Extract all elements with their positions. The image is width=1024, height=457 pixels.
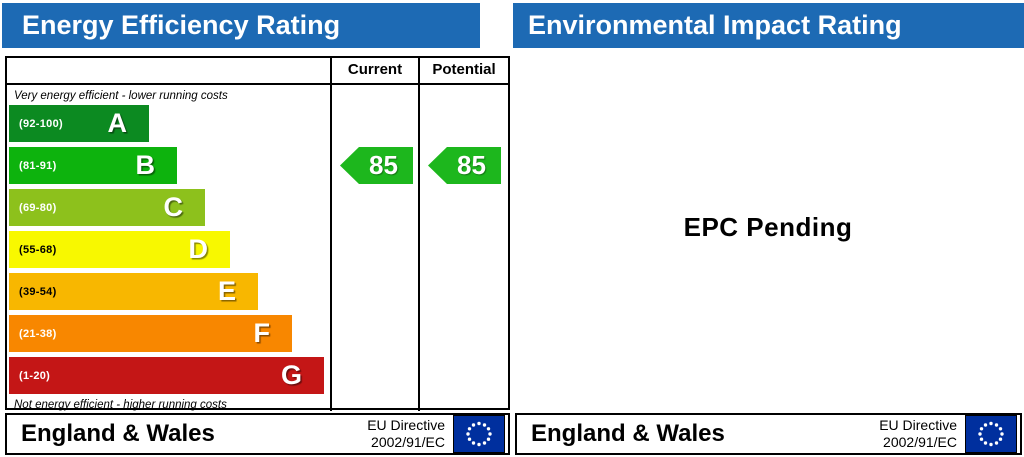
top-note: Very energy efficient - lower running co… xyxy=(14,90,228,102)
band-row-C: (69-80) C xyxy=(9,189,205,226)
band-row-E: (39-54) E xyxy=(9,273,258,310)
region-label: England & Wales xyxy=(21,420,215,447)
bands-header-cell xyxy=(7,58,330,83)
band-range: (1-20) xyxy=(19,369,51,382)
band-row-G: (1-20) G xyxy=(9,357,324,394)
eu-flag-icon xyxy=(453,415,505,453)
band-letter: C xyxy=(163,192,184,222)
current-column-header: Current xyxy=(330,58,418,83)
current-rating-value: 85 xyxy=(369,150,398,180)
band-range: (55-68) xyxy=(19,243,57,256)
footer-left: England & Wales EU Directive 2002/91/EC xyxy=(5,413,510,455)
eu-directive-line2: 2002/91/EC xyxy=(371,434,445,450)
current-rating-cell: 85 xyxy=(330,85,418,411)
eu-flag-icon xyxy=(965,415,1017,453)
footer-right: England & Wales EU Directive 2002/91/EC xyxy=(515,413,1022,455)
energy-rating-table: Current Potential Very energy efficient … xyxy=(5,56,510,411)
potential-rating-value: 85 xyxy=(457,150,486,180)
potential-rating-arrow: 85 xyxy=(428,147,501,184)
band-letter: B xyxy=(135,150,156,180)
band-row-D: (55-68) D xyxy=(9,231,230,268)
band-range: (81-91) xyxy=(19,159,57,172)
current-rating-arrow: 85 xyxy=(340,147,413,184)
band-letter: D xyxy=(188,234,209,264)
table-header-row: Current Potential xyxy=(7,58,508,85)
region-label: England & Wales xyxy=(531,420,725,447)
eu-directive-line1: EU Directive xyxy=(367,417,445,434)
environmental-impact-title: Environmental Impact Rating xyxy=(513,3,1024,48)
band-letter: F xyxy=(253,318,271,348)
eu-directive-label: EU Directive 2002/91/EC xyxy=(367,417,445,451)
potential-column-header: Potential xyxy=(418,58,508,83)
eu-directive-line2: 2002/91/EC xyxy=(883,434,957,450)
rating-bands-column: Very energy efficient - lower running co… xyxy=(7,85,330,411)
table-body: Very energy efficient - lower running co… xyxy=(7,85,508,411)
band-row-F: (21-38) F xyxy=(9,315,292,352)
potential-rating-cell: 85 xyxy=(418,85,508,411)
band-range: (21-38) xyxy=(19,327,57,340)
band-letter: E xyxy=(217,276,236,306)
band-row-A: (92-100) A xyxy=(9,105,149,142)
eu-directive-line1: EU Directive xyxy=(879,417,957,434)
band-range: (92-100) xyxy=(19,117,63,130)
band-range: (69-80) xyxy=(19,201,57,214)
bottom-note: Not energy efficient - higher running co… xyxy=(14,399,227,411)
band-row-B: (81-91) B xyxy=(9,147,177,184)
band-letter: A xyxy=(107,108,128,138)
rating-bands: (92-100) A (81-91) B (69-80) C (55-68) D (39-54)… xyxy=(7,105,330,394)
epc-pending-message: EPC Pending xyxy=(683,212,853,242)
energy-efficiency-title: Energy Efficiency Rating xyxy=(2,3,480,48)
eu-directive-label: EU Directive 2002/91/EC xyxy=(879,417,957,451)
band-letter: G xyxy=(280,360,302,390)
band-range: (39-54) xyxy=(19,285,57,298)
